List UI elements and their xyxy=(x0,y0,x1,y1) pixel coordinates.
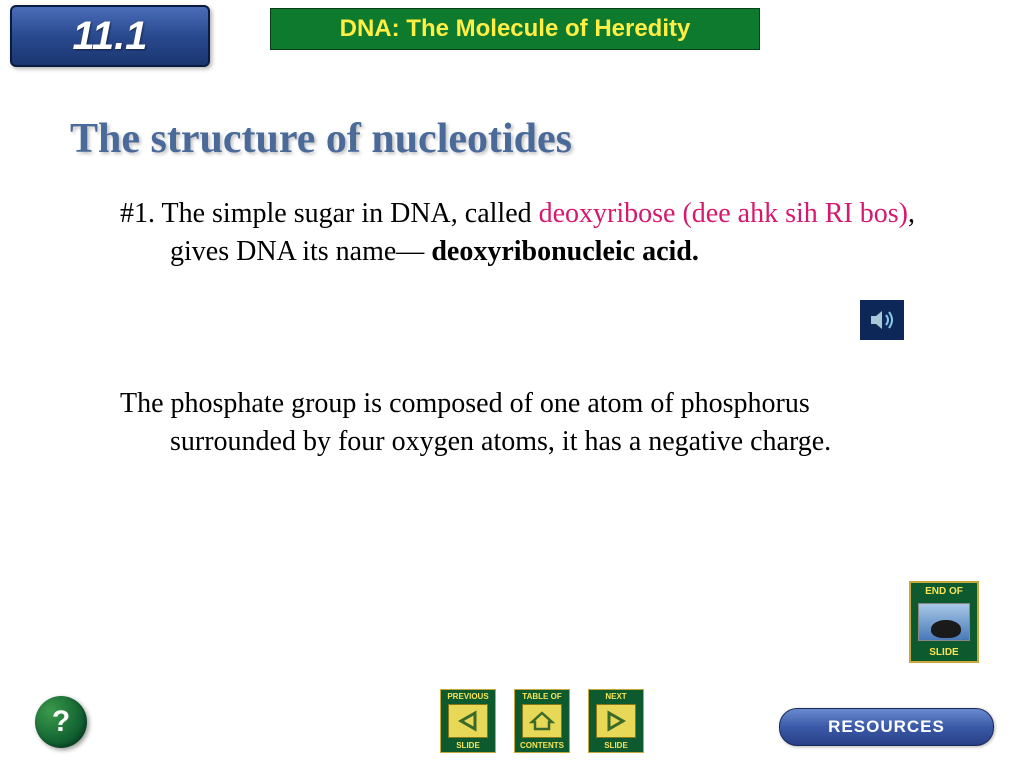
toc-label-bottom: CONTENTS xyxy=(520,741,564,750)
prev-arrow-icon xyxy=(448,704,488,738)
paragraph-1: #1. The simple sugar in DNA, called deox… xyxy=(70,195,920,271)
slide-heading: The structure of nucleotides xyxy=(70,115,572,163)
previous-slide-button[interactable]: PREVIOUS SLIDE xyxy=(440,689,496,753)
prev-label-top: PREVIOUS xyxy=(447,692,488,701)
navigation-buttons: PREVIOUS SLIDE TABLE OF CONTENTS NEXT SL… xyxy=(440,689,644,753)
chapter-title-banner: DNA: The Molecule of Heredity xyxy=(270,8,760,50)
next-label-bottom: SLIDE xyxy=(604,741,628,750)
para1-highlight: deoxyribose (dee ahk sih RI bos) xyxy=(539,198,908,229)
resources-button[interactable]: RESOURCES xyxy=(779,708,994,746)
prev-label-bottom: SLIDE xyxy=(456,741,480,750)
resources-label: RESOURCES xyxy=(828,717,945,737)
next-label-top: NEXT xyxy=(605,692,626,701)
next-slide-button[interactable]: NEXT SLIDE xyxy=(588,689,644,753)
end-badge-bottom: SLIDE xyxy=(929,647,958,658)
section-number: 11.1 xyxy=(73,14,148,59)
para1-prefix: #1. The simple sugar in DNA, called xyxy=(120,198,539,229)
orca-icon xyxy=(918,603,970,641)
toc-label-top: TABLE OF xyxy=(522,692,561,701)
paragraph-2: The phosphate group is composed of one a… xyxy=(70,385,920,461)
chapter-title: DNA: The Molecule of Heredity xyxy=(340,15,691,43)
help-button[interactable]: ? xyxy=(35,696,87,748)
help-symbol: ? xyxy=(52,705,70,739)
sound-icon[interactable] xyxy=(860,300,904,340)
home-icon xyxy=(522,704,562,738)
table-of-contents-button[interactable]: TABLE OF CONTENTS xyxy=(514,689,570,753)
end-of-slide-badge: END OF SLIDE xyxy=(909,581,979,663)
para1-bold: deoxyribonucleic acid. xyxy=(431,236,699,267)
section-number-badge: 11.1 xyxy=(10,5,210,67)
next-arrow-icon xyxy=(596,704,636,738)
end-badge-top: END OF xyxy=(925,586,963,597)
